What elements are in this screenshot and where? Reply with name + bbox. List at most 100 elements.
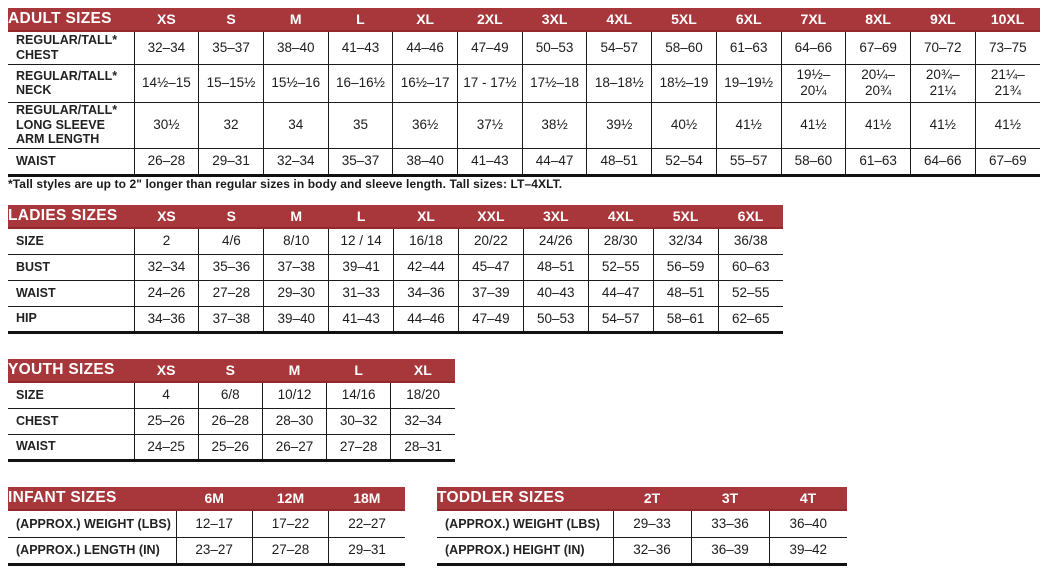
- column-header: 18M: [328, 487, 405, 511]
- size-cell: 44–46: [393, 305, 459, 334]
- size-cell: 28–30: [261, 407, 327, 434]
- ladies-sizes-table: LADIES SIZES XS S M L XL XXL 3XL 4XL 5XL 6XL SIZE 2 4…: [8, 205, 783, 334]
- size-cell: 39–40: [263, 305, 329, 334]
- row-label: REGULAR/TALL* CHEST: [16, 33, 118, 62]
- size-cell: 20¾– 21¼: [909, 63, 976, 102]
- size-cell: 32–36: [612, 536, 691, 566]
- row-label: REGULAR/TALL* LONG SLEEVE ARM LENGTH: [8, 101, 134, 148]
- table-row: HIP 34–36 37–38 39–40 41–43 44–46 47–49 50–53 54…: [8, 305, 783, 334]
- table-title: LADIES SIZES: [8, 205, 134, 229]
- table-title: INFANT SIZES: [8, 487, 176, 511]
- youth-sizes-table: YOUTH SIZES XS S M L XL SIZE 4 6/8 10/12 14/16 18/2…: [8, 359, 455, 462]
- size-cell: 26–27: [261, 433, 327, 462]
- size-cell: 27–28: [326, 433, 391, 462]
- table-row: (APPROX.) WEIGHT (LBS) 12–17 17–22 22–27: [8, 510, 405, 537]
- size-cell: 15–15½: [198, 63, 264, 102]
- size-cell: 58–60: [651, 31, 717, 64]
- size-cell: 26–28: [197, 407, 263, 434]
- size-cell: 35: [327, 101, 393, 148]
- size-cell: 32–34: [133, 253, 199, 280]
- size-cell: 24–26: [133, 279, 199, 306]
- toddler-sizes-table: TODDLER SIZES 2T 3T 4T (APPROX.) WEIGHT (LBS…: [437, 487, 847, 566]
- size-cell: 41–43: [328, 305, 394, 334]
- size-cell: 8/10: [263, 228, 329, 254]
- column-header: 9XL: [910, 8, 976, 32]
- size-cell: 35–36: [198, 253, 264, 280]
- size-cell: 22–27: [328, 510, 405, 537]
- size-cell: 17–22: [251, 510, 329, 537]
- column-header: XS: [134, 359, 199, 383]
- size-cell: 19½– 20¼: [780, 63, 846, 102]
- size-cell: 47–49: [457, 31, 523, 64]
- size-cell: 61–63: [715, 31, 782, 64]
- column-header: S: [198, 205, 264, 229]
- row-label: (APPROX.) LENGTH (IN): [8, 536, 176, 566]
- size-cell: 38–40: [392, 147, 458, 177]
- column-header: 3XL: [523, 205, 589, 229]
- infant-sizes-table: INFANT SIZES 6M 12M 18M (APPROX.) WEIGHT (LB…: [8, 487, 405, 566]
- size-cell: 41½: [909, 101, 976, 148]
- column-header: 4XL: [588, 205, 654, 229]
- size-cell: 37–38: [198, 305, 264, 334]
- table-title: ADULT SIZES: [8, 8, 134, 32]
- row-label: SIZE: [16, 388, 44, 403]
- row-label: WAIST: [8, 279, 134, 306]
- size-cell: 18–18½: [586, 63, 652, 102]
- column-header: L: [326, 359, 391, 383]
- size-cell: 64–66: [909, 147, 976, 177]
- row-label: (APPROX.) WEIGHT (LBS): [16, 516, 171, 531]
- size-cell: 44–47: [587, 279, 654, 306]
- size-cell: 24–25: [133, 433, 199, 462]
- size-cell: 36–39: [690, 536, 769, 566]
- size-cell: 4/6: [198, 228, 264, 254]
- column-header: 4T: [769, 487, 847, 511]
- size-cell: 12–17: [175, 510, 253, 537]
- table-row: WAIST 26–28 29–31 32–34 35–37 38–40 41–43 44–47…: [8, 147, 1040, 177]
- size-cell: 64–66: [780, 31, 846, 64]
- size-cell: 31–33: [328, 279, 394, 306]
- size-cell: 32–34: [133, 31, 199, 64]
- size-cell: 58–60: [780, 147, 846, 177]
- size-cell: 54–57: [586, 31, 652, 64]
- column-header: 5XL: [653, 205, 719, 229]
- size-cell: 16½–17: [392, 63, 458, 102]
- column-header: XXL: [458, 205, 524, 229]
- column-header: M: [263, 8, 329, 32]
- table-row: BUST 32–34 35–36 37–38 39–41 42–44 45–47 48–51 5…: [8, 253, 783, 280]
- size-cell: 29–31: [198, 147, 264, 177]
- size-cell: 52–55: [717, 279, 783, 306]
- size-cell: 54–57: [587, 305, 654, 334]
- column-header: 5XL: [651, 8, 717, 32]
- table-row: CHEST 25–26 26–28 28–30 30–32 32–34: [8, 407, 455, 434]
- column-header: XL: [392, 8, 458, 32]
- column-header: 8XL: [845, 8, 911, 32]
- column-header: 2T: [613, 487, 691, 511]
- row-label: BUST: [8, 253, 134, 280]
- size-cell: 67–69: [845, 31, 911, 64]
- row-label: HIP: [8, 305, 134, 334]
- row-label: WAIST: [8, 433, 134, 462]
- size-cell: 16–16½: [327, 63, 393, 102]
- column-header: 7XL: [781, 8, 846, 32]
- column-header: 6XL: [716, 8, 782, 32]
- size-cell: 6/8: [197, 382, 263, 408]
- size-cell: 62–65: [717, 305, 783, 334]
- table-row: SIZE 4 6/8 10/12 14/16 18/20: [8, 382, 455, 408]
- size-cell: 44–46: [392, 31, 458, 64]
- size-cell: 28/30: [587, 228, 654, 254]
- tall-sizes-footnote: *Tall styles are up to 2" longer than re…: [8, 177, 563, 191]
- size-cell: 18/20: [390, 382, 455, 408]
- table-row: SIZE 2 4/6 8/10 12 / 14 16/18 20/22 24/26 28/30 3…: [8, 228, 783, 254]
- size-cell: 67–69: [974, 147, 1040, 177]
- column-header: 2XL: [457, 8, 523, 32]
- size-cell: 40½: [651, 101, 717, 148]
- size-cell: 27–28: [251, 536, 329, 566]
- row-label: REGULAR/TALL* NECK: [8, 63, 134, 102]
- size-cell: 14/16: [326, 382, 391, 408]
- size-cell: 21¼– 21¾: [974, 63, 1040, 102]
- size-cell: 73–75: [974, 31, 1040, 64]
- size-cell: 60–63: [717, 253, 783, 280]
- row-label: SIZE: [16, 234, 44, 249]
- size-cell: 20/22: [457, 228, 524, 254]
- table-title: TODDLER SIZES: [437, 487, 613, 511]
